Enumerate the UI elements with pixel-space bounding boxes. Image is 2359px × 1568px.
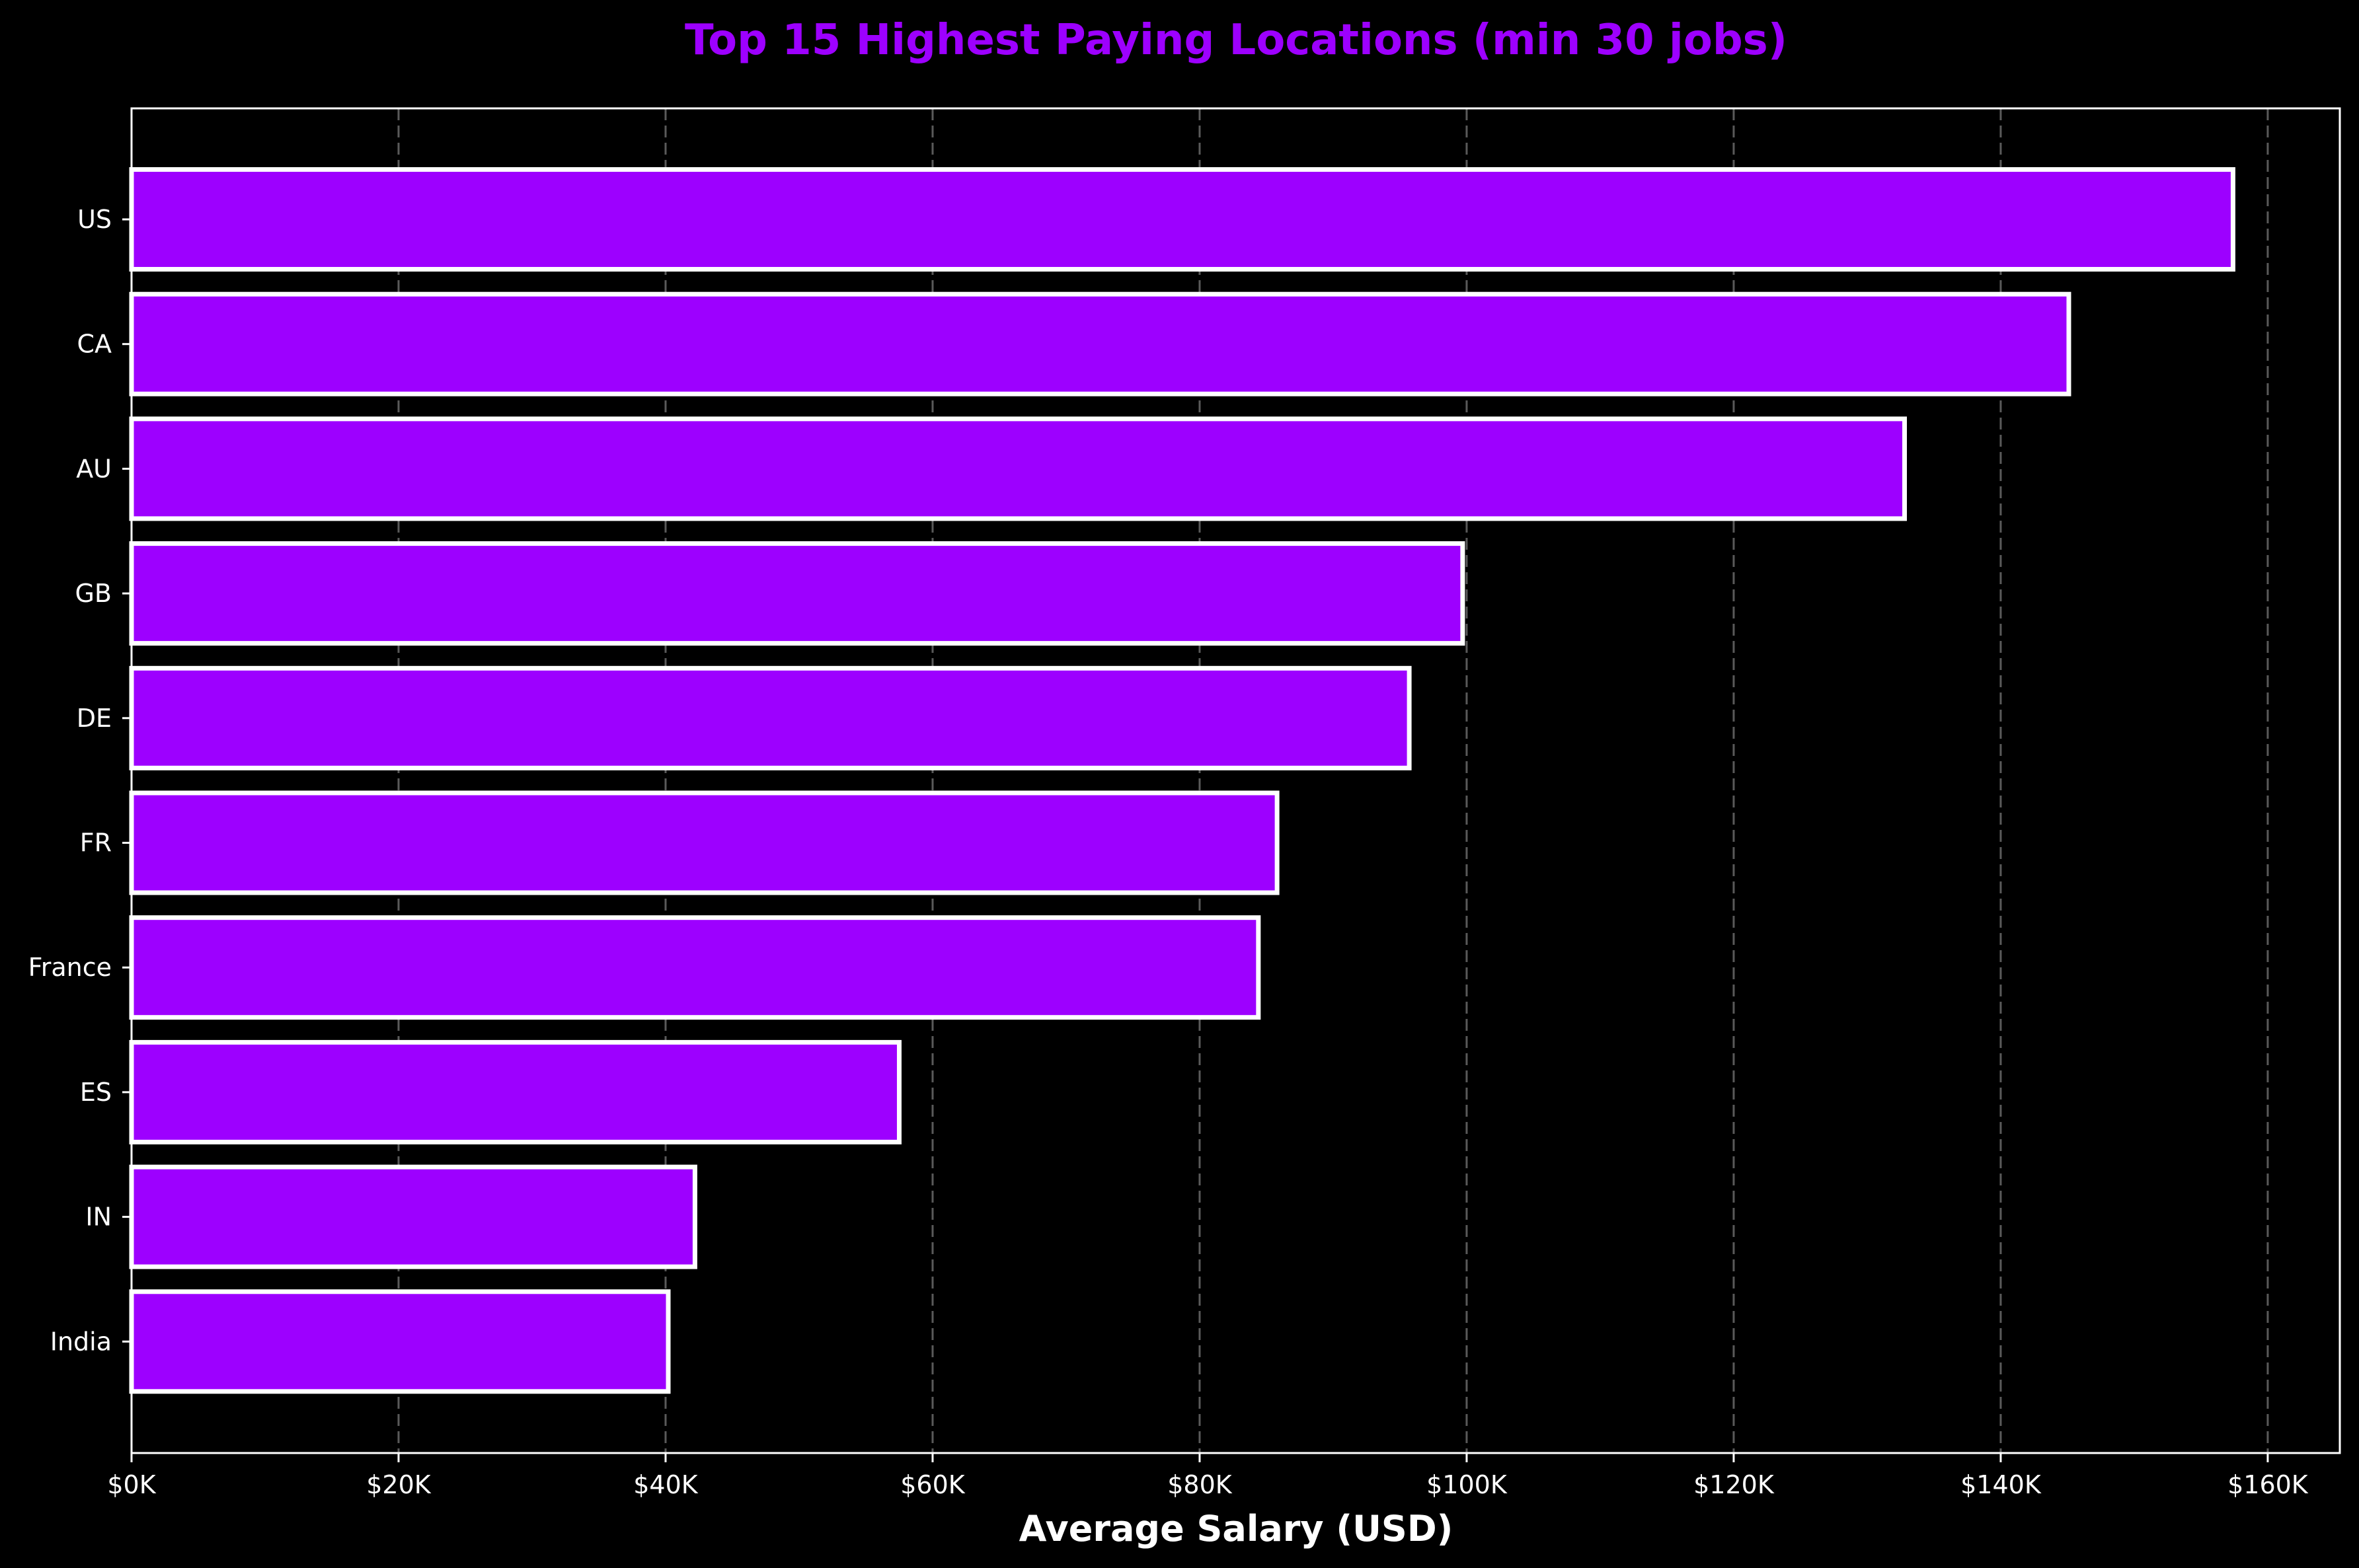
x-axis: $0K $20K $40K $60K $80K $100K $120K $140K $160K [107,1453,2309,1499]
x-tick-label: $0K [107,1470,156,1499]
y-tick-label: India [50,1327,112,1356]
x-tick-label: $100K [1426,1470,1508,1499]
y-tick-label: FR [80,829,112,858]
bar-gb [129,541,1465,646]
y-tick-label: AU [76,454,112,483]
x-tick-label: $80K [1167,1470,1233,1499]
bar-in [129,1164,697,1269]
y-tick-label: US [77,205,112,234]
bar-us [129,167,2235,272]
x-axis-label: Average Salary (USD) [1019,1508,1453,1549]
axes-frame [130,107,2341,1454]
bar-es [129,1039,902,1144]
bar-de [129,665,1412,770]
y-tick-label: France [28,953,112,982]
bar-au [129,416,1907,521]
y-tick-label: DE [77,704,112,733]
x-tick-label: $140K [1960,1470,2042,1499]
chart-title: Top 15 Highest Paying Locations (min 30 … [685,16,1787,65]
x-tick-label: $40K [633,1470,699,1499]
bar-france [129,915,1261,1020]
x-tick-label: $20K [366,1470,432,1499]
y-tick-label: CA [77,330,112,359]
bar-ca [129,291,2071,396]
y-axis: US CA AU GB DE FR France ES IN India [28,205,132,1356]
bar-fr [129,790,1280,895]
y-tick-label: GB [75,579,112,608]
x-tick-label: $160K [2227,1470,2309,1499]
y-tick-label: IN [85,1203,112,1232]
bar-india [129,1289,671,1394]
x-tick-label: $60K [900,1470,966,1499]
x-tick-label: $120K [1693,1470,1775,1499]
y-tick-label: ES [80,1078,112,1107]
